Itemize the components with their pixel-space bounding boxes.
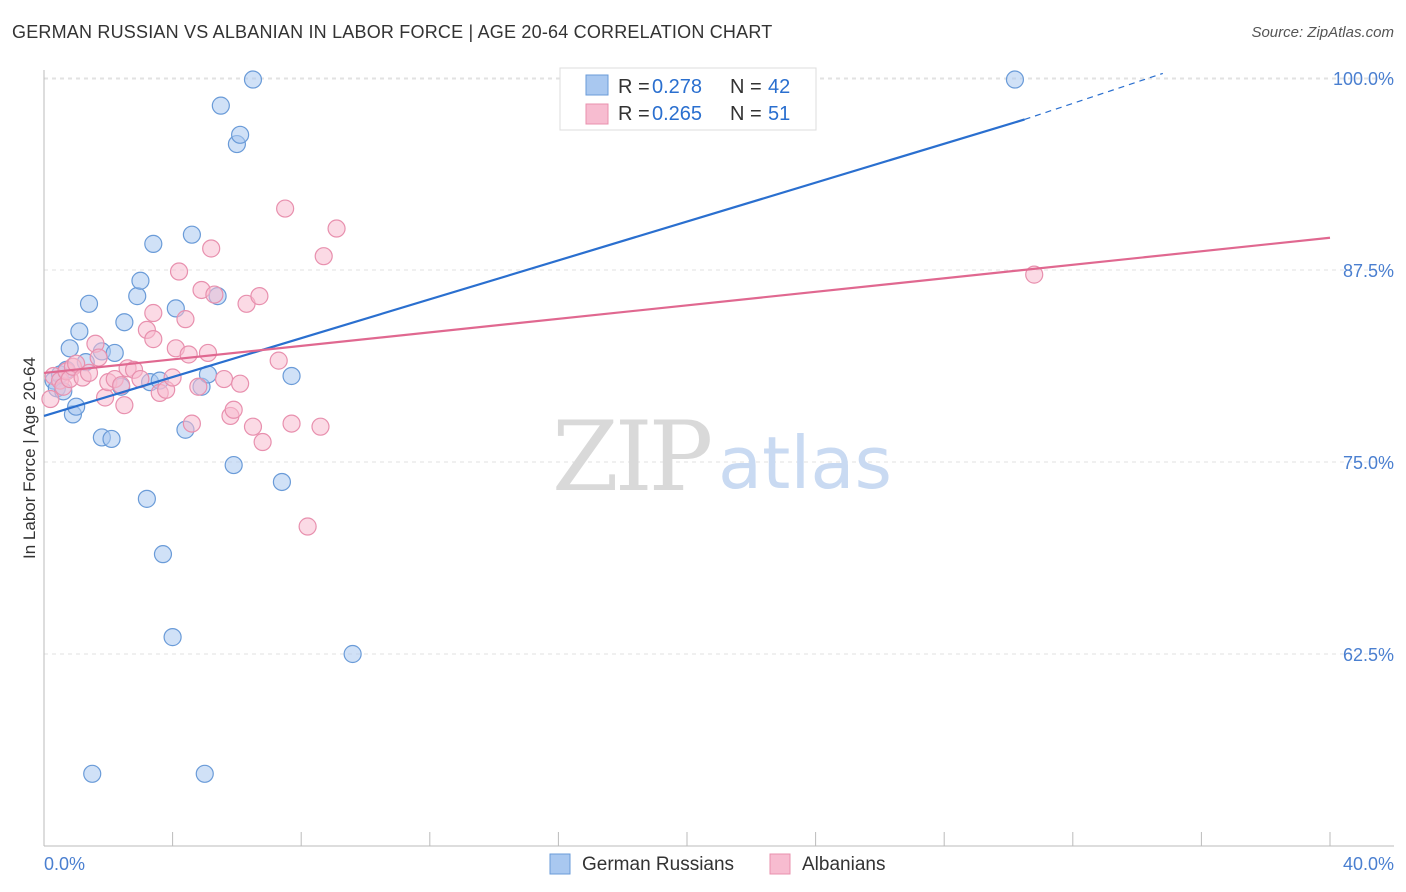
legend-n-value: 51 (768, 103, 790, 125)
albanian-point (144, 330, 163, 349)
albanian-point (298, 517, 317, 536)
german-russian-point (144, 234, 163, 253)
watermark-zip: ZIP (552, 401, 711, 513)
german-russian-point (60, 339, 79, 358)
legend-r-label: R = (618, 103, 650, 125)
german-russian-point (153, 545, 173, 564)
albanian-point (144, 303, 163, 323)
y-tick-label: 100.0% (1333, 69, 1394, 89)
x-tick-label-max: 40.0% (1343, 854, 1394, 874)
legend: R = 0.278 N = 42 R = 0.265 N = 51 (559, 67, 817, 131)
german-russian-point (1005, 70, 1025, 89)
y-tick-label: 62.5% (1343, 645, 1394, 665)
albanian-point (276, 199, 295, 218)
albanian-point (282, 414, 301, 433)
albanian-point (169, 262, 189, 281)
german-russian-point (79, 294, 99, 313)
x-tick-label-min: 0.0% (44, 854, 85, 874)
legend-r-label: R = (618, 76, 650, 98)
german-russian-point (105, 343, 124, 363)
german-russian-point (224, 455, 243, 475)
legend-n-label: N = (730, 103, 762, 125)
albanian-point (115, 396, 134, 415)
german-russian-point (182, 225, 201, 244)
german-russian-point (115, 313, 134, 332)
german-russian-point (272, 472, 292, 492)
albanian-point (179, 345, 198, 364)
series-albanians-points (41, 199, 1044, 536)
legend-r-value: 0.278 (652, 76, 702, 98)
german-russian-point (231, 125, 250, 144)
gridlines (44, 77, 1394, 655)
albanian-point (41, 389, 60, 409)
albanian-point (182, 414, 201, 433)
y-tick-labels: 62.5% 75.0% 87.5% 100.0% (1333, 69, 1394, 665)
legend-swatch-german-russians (585, 74, 609, 96)
albanian-point (189, 377, 208, 396)
albanian-point (314, 247, 333, 266)
watermark: ZIP atlas (552, 401, 892, 513)
albanian-point (176, 310, 195, 329)
albanian-point (311, 417, 330, 436)
albanian-point (327, 219, 346, 238)
german-russian-point (282, 366, 301, 386)
albanian-point (243, 417, 263, 436)
german-russian-point (83, 764, 102, 783)
german-russian-point (195, 764, 214, 783)
albanian-point (250, 287, 269, 306)
legend-n-value: 42 (768, 76, 790, 98)
x-ticks (43, 832, 1331, 846)
trend-lines (43, 72, 1331, 417)
german-russian-point (211, 96, 230, 115)
german-russian-point (70, 322, 89, 341)
german-russian-point (163, 628, 182, 647)
german-russian-point (343, 644, 362, 664)
german-russians-trend-line (43, 118, 1025, 417)
source-credit: Source: ZipAtlas.com (1251, 24, 1394, 41)
albanian-point (198, 343, 218, 363)
german-russian-point (137, 489, 156, 508)
german-russian-point (128, 287, 147, 306)
bottom-legend-swatch-albanians (769, 853, 791, 875)
albanian-point (202, 239, 221, 258)
albanian-point (214, 369, 234, 389)
legend-r-value: 0.265 (652, 103, 702, 125)
albanian-point (224, 400, 243, 419)
bottom-legend-label-albanians: Albanians (802, 854, 885, 875)
axes (43, 70, 1394, 847)
albanian-point (269, 351, 288, 370)
legend-swatch-albanians (585, 103, 609, 125)
albanian-point (89, 348, 108, 367)
watermark-atlas: atlas (718, 421, 892, 505)
german-russian-point (131, 271, 150, 290)
bottom-legend: German Russians Albanians (549, 853, 885, 875)
german-russian-point (102, 429, 121, 449)
german-russians-trend-extension (1024, 72, 1164, 121)
albanian-point (253, 432, 272, 452)
chart-title: GERMAN RUSSIAN VS ALBANIAN IN LABOR FORC… (12, 22, 773, 42)
albanian-point (205, 285, 224, 304)
y-tick-label: 75.0% (1343, 453, 1394, 473)
bottom-legend-label-german-russians: German Russians (582, 854, 734, 875)
legend-n-label: N = (730, 76, 762, 98)
albanian-point (231, 374, 250, 393)
y-tick-label: 87.5% (1343, 261, 1394, 281)
bottom-legend-swatch-german-russians (549, 853, 571, 875)
albanians-trend-line (43, 236, 1331, 375)
german-russian-point (243, 70, 263, 89)
y-axis-label: In Labor Force | Age 20-64 (20, 357, 39, 559)
